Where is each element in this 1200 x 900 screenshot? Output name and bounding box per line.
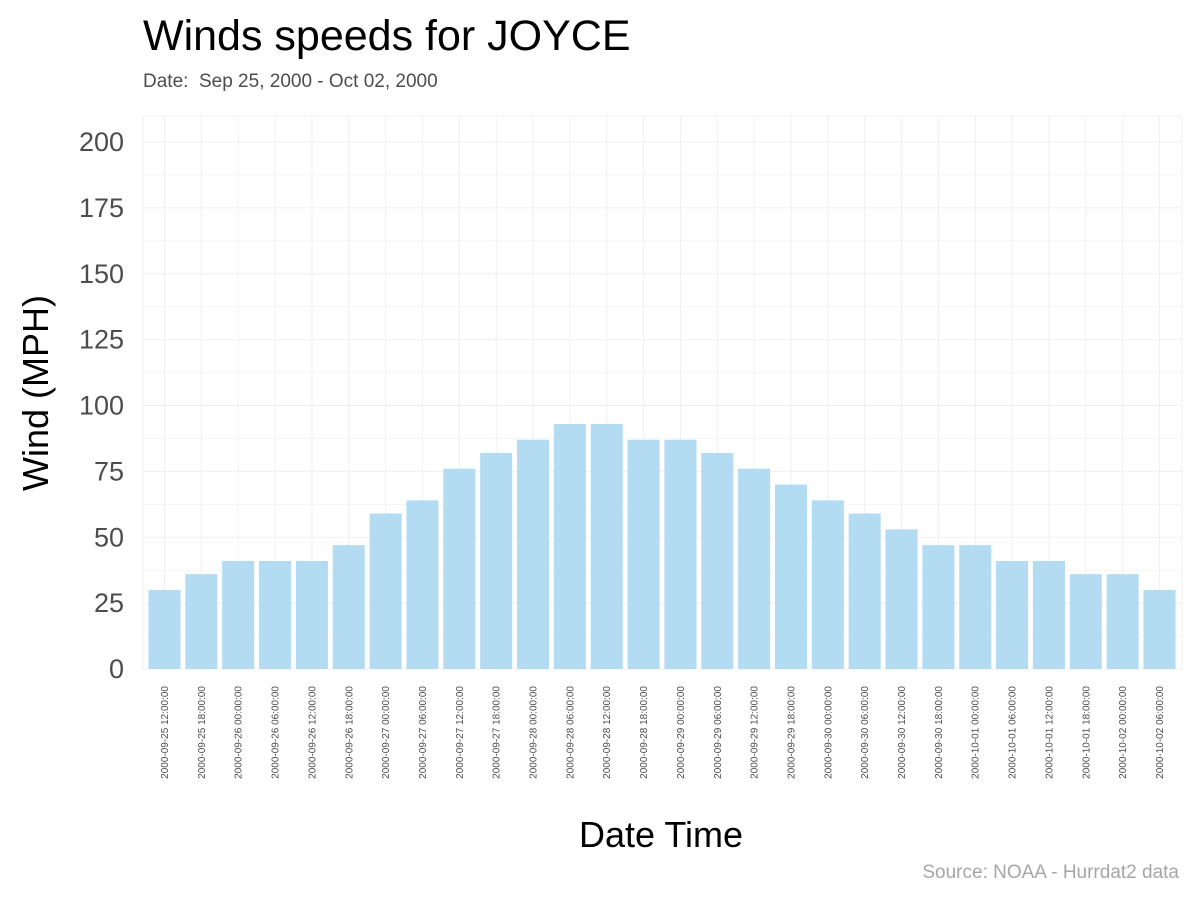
y-tick-label: 200 — [79, 127, 124, 157]
bar — [959, 545, 992, 669]
x-tick-label: 2000-09-30 06:00:00 — [860, 686, 871, 779]
bar — [369, 513, 402, 669]
bar — [996, 560, 1029, 669]
x-tick-label: 2000-09-27 00:00:00 — [381, 686, 392, 779]
x-tick-label: 2000-09-26 18:00:00 — [344, 686, 355, 779]
bar — [332, 545, 365, 669]
bar — [185, 574, 218, 669]
x-tick-label: 2000-09-29 00:00:00 — [676, 686, 687, 779]
bar — [701, 452, 734, 669]
x-tick-label: 2000-09-27 18:00:00 — [492, 686, 503, 779]
bar — [516, 439, 550, 669]
x-tick-label: 2000-10-01 06:00:00 — [1008, 686, 1019, 779]
x-tick-label: 2000-09-30 00:00:00 — [823, 686, 834, 779]
x-tick-label: 2000-09-29 06:00:00 — [713, 686, 724, 779]
source-caption: Source: NOAA - Hurrdat2 data — [922, 862, 1179, 883]
x-axis-title: Date Time — [579, 814, 743, 855]
bar — [1069, 574, 1102, 669]
y-tick-label: 75 — [94, 456, 124, 486]
x-tick-label: 2000-09-25 12:00:00 — [160, 686, 171, 779]
bar — [295, 560, 328, 669]
bar — [1106, 574, 1139, 669]
bar — [922, 545, 955, 669]
y-tick-label: 125 — [79, 325, 124, 355]
bar — [553, 423, 586, 669]
bar — [406, 500, 439, 669]
y-tick-label: 175 — [79, 193, 124, 223]
x-tick-label: 2000-10-01 18:00:00 — [1081, 686, 1092, 779]
x-tick-label: 2000-09-26 12:00:00 — [307, 686, 318, 779]
chart-title: Winds speeds for JOYCE — [143, 12, 631, 60]
y-tick-label: 25 — [94, 588, 124, 618]
x-tick-label: 2000-09-29 18:00:00 — [786, 686, 797, 779]
x-tick-label: 2000-09-28 00:00:00 — [529, 686, 540, 779]
x-tick-label: 2000-09-30 18:00:00 — [934, 686, 945, 779]
y-tick-label: 100 — [79, 391, 124, 421]
bar — [148, 589, 181, 669]
x-tick-label: 2000-09-27 06:00:00 — [418, 686, 429, 779]
bars — [148, 423, 1176, 669]
bar — [738, 468, 771, 669]
x-axis-ticks: 2000-09-25 12:00:00 2000-09-25 18:00:00 20… — [160, 686, 1166, 779]
bar — [627, 439, 660, 669]
x-tick-label: 2000-10-01 12:00:00 — [1044, 686, 1055, 779]
bar — [664, 439, 697, 669]
x-tick-label: 2000-09-25 18:00:00 — [197, 686, 208, 779]
bar — [1143, 589, 1176, 669]
bar — [1032, 560, 1065, 669]
bar — [443, 468, 476, 669]
x-tick-label: 2000-10-02 00:00:00 — [1118, 686, 1129, 779]
y-tick-label: 50 — [94, 522, 124, 552]
bar — [885, 529, 918, 669]
x-tick-label: 2000-09-28 12:00:00 — [602, 686, 613, 779]
bar — [222, 560, 255, 669]
bar — [480, 452, 513, 669]
x-tick-label: 2000-09-27 12:00:00 — [455, 686, 466, 779]
chart-subtitle: Date: Sep 25, 2000 - Oct 02, 2000 — [143, 71, 438, 92]
x-tick-label: 2000-09-29 12:00:00 — [750, 686, 761, 779]
bar — [259, 560, 292, 669]
y-axis-ticks: 0 25 50 75 100 125 150 175 200 — [79, 127, 124, 684]
x-tick-label: 2000-09-26 06:00:00 — [271, 686, 282, 779]
y-tick-label: 150 — [79, 259, 124, 289]
x-tick-label: 2000-10-02 06:00:00 — [1155, 686, 1166, 779]
x-tick-label: 2000-09-26 00:00:00 — [234, 686, 245, 779]
bar — [848, 513, 881, 669]
x-tick-label: 2000-09-28 18:00:00 — [639, 686, 650, 779]
bar — [774, 484, 808, 669]
bar — [590, 423, 623, 669]
x-tick-label: 2000-09-28 06:00:00 — [565, 686, 576, 779]
x-tick-label: 2000-09-30 12:00:00 — [897, 686, 908, 779]
y-axis-title: Wind (MPH) — [15, 295, 56, 491]
x-tick-label: 2000-10-01 00:00:00 — [971, 686, 982, 779]
y-tick-label: 0 — [109, 654, 124, 684]
bar — [811, 500, 844, 669]
